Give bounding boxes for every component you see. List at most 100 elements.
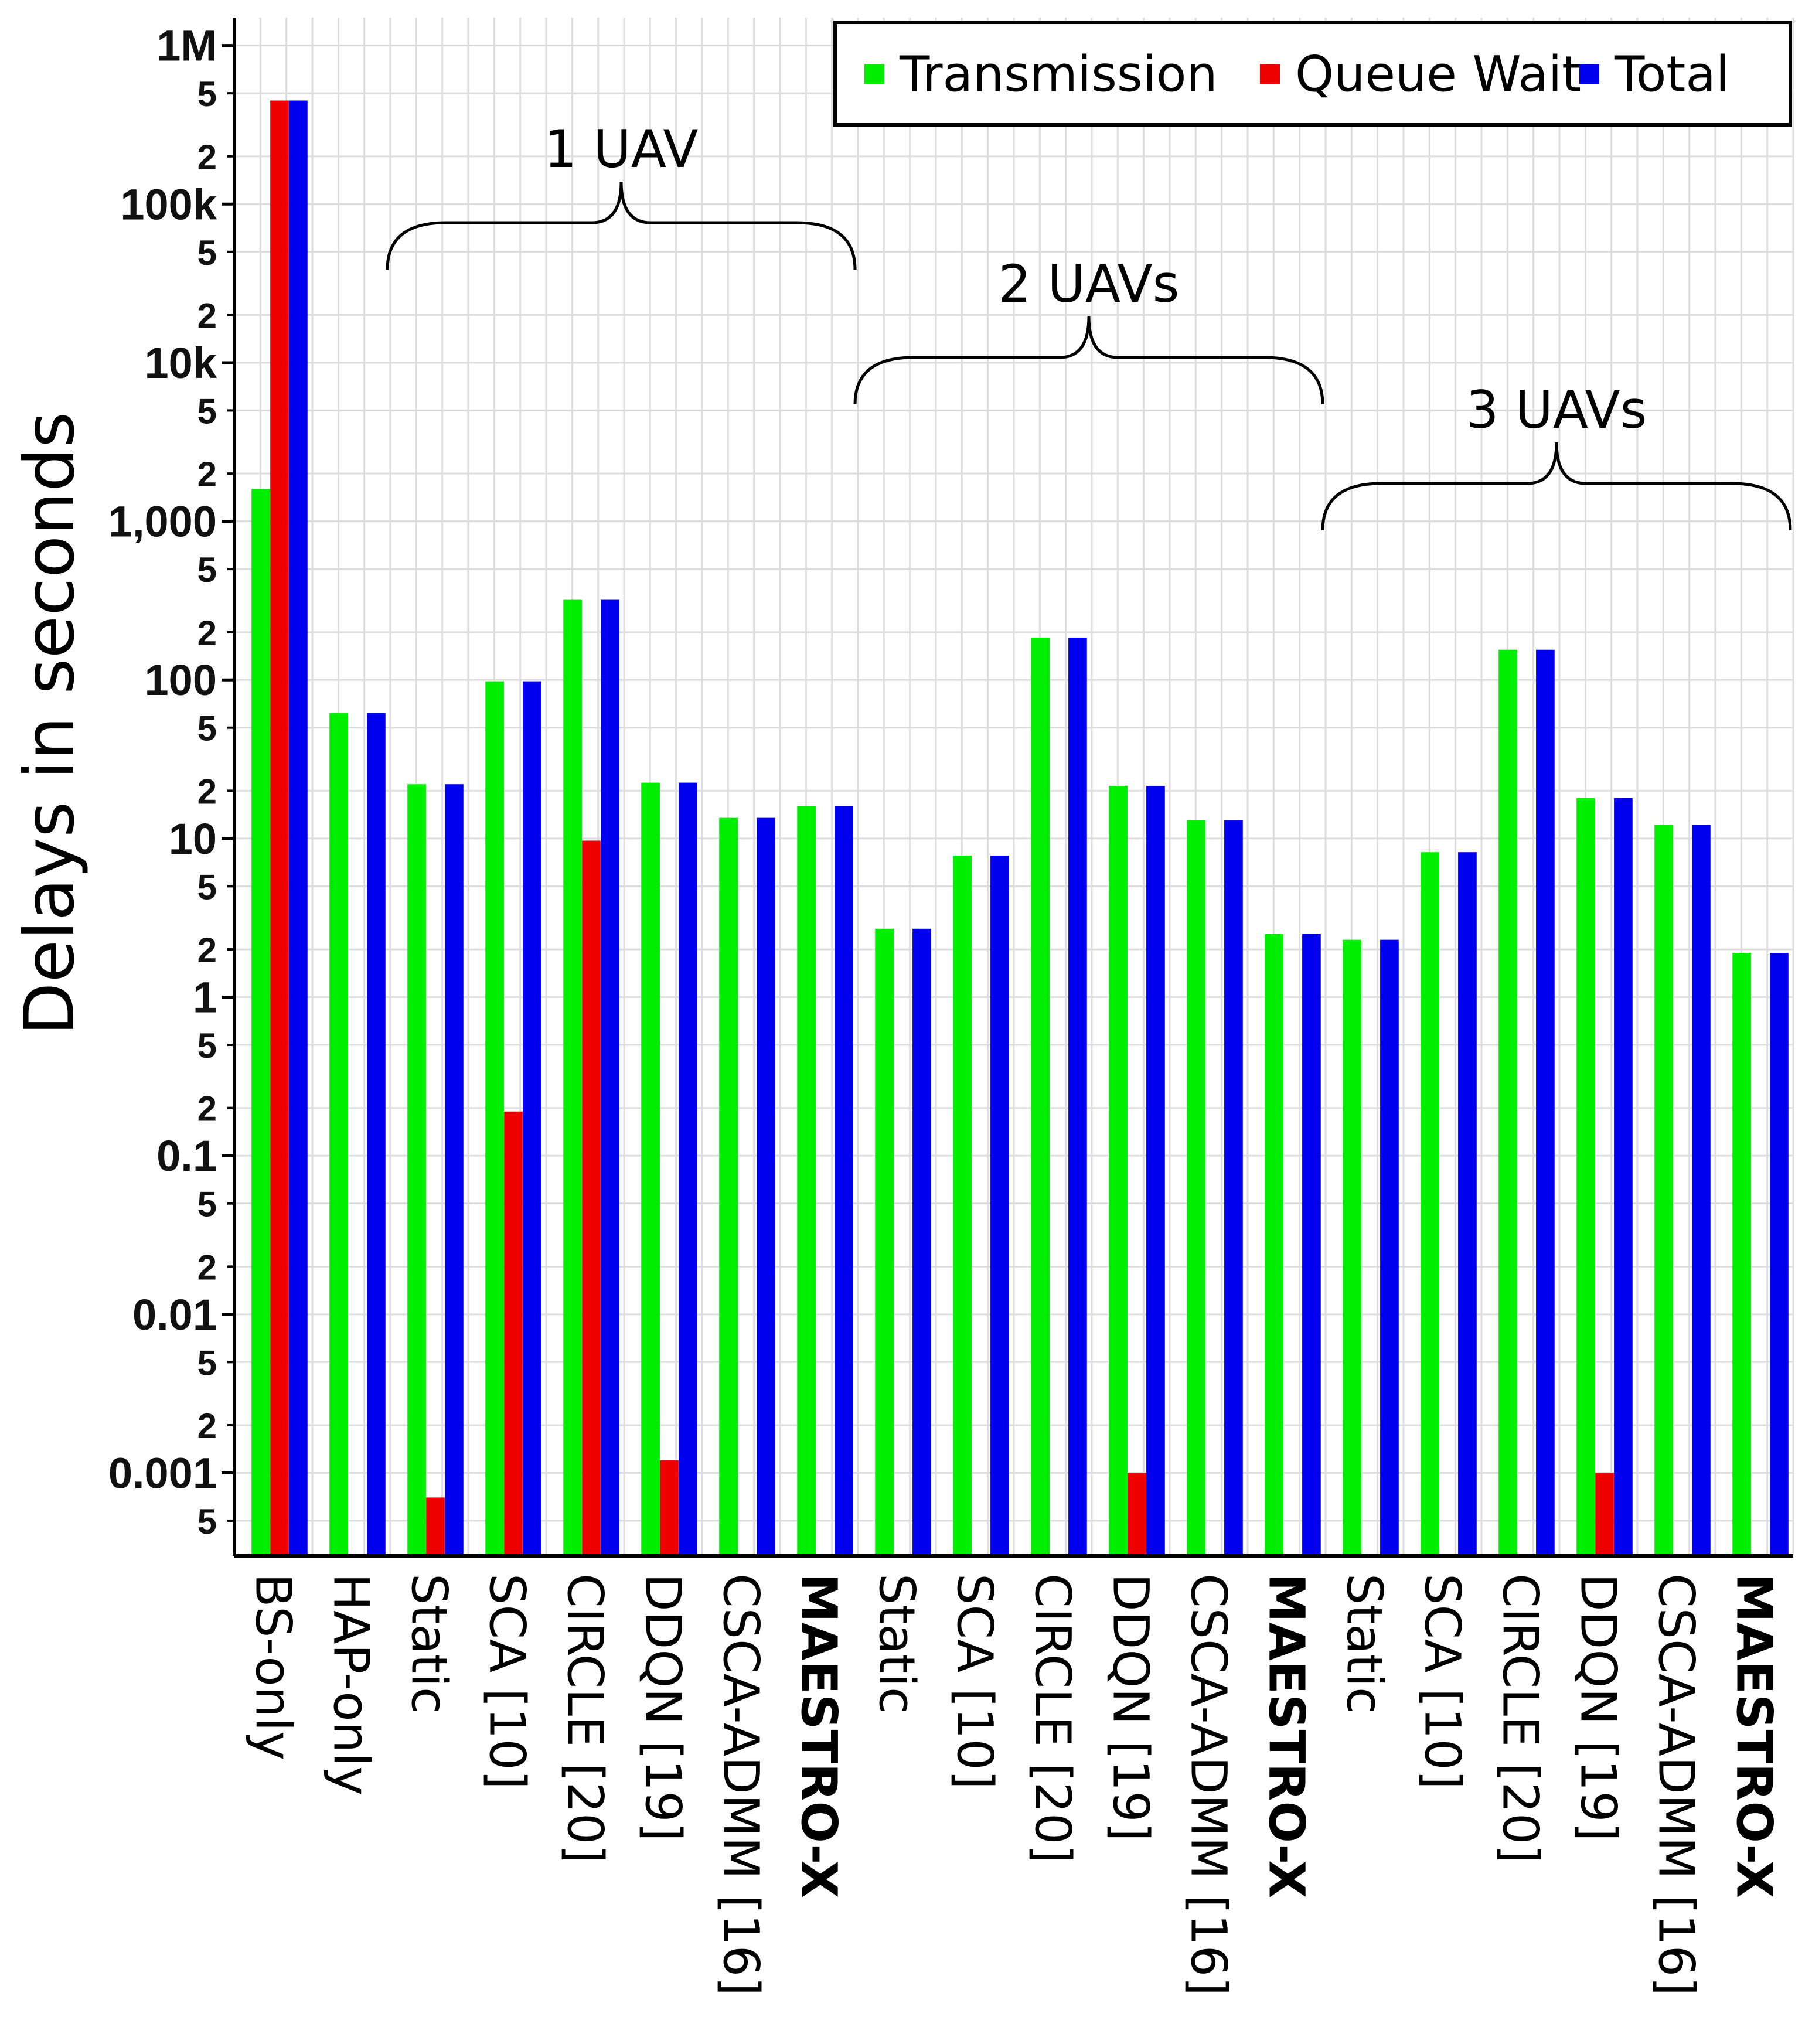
x-tick-label: CIRCLE [20] bbox=[557, 1573, 614, 1864]
y-minor-tick-label: 5 bbox=[197, 1026, 217, 1065]
x-tick-label: CIRCLE [20] bbox=[1024, 1573, 1082, 1864]
x-tick-label: Static bbox=[1336, 1573, 1394, 1714]
y-minor-tick-label: 2 bbox=[197, 1089, 217, 1129]
bar-total bbox=[601, 599, 619, 1556]
bar-total bbox=[1068, 637, 1087, 1556]
group-brace bbox=[853, 316, 1324, 405]
y-minor-tick-label: 5 bbox=[197, 550, 217, 590]
y-minor-tick-label: 2 bbox=[197, 296, 217, 335]
y-minor-tick-label: 5 bbox=[197, 233, 217, 272]
axes: 1M 100k 10k 1,000 100 10 1 0.1 0.01 0.001 5 2 5 2 5 2 5 2… bbox=[108, 18, 1793, 1996]
legend-label: Transmission bbox=[899, 46, 1218, 103]
bar-queue-wait bbox=[1128, 1473, 1146, 1556]
x-tick-label: MAESTRO-X bbox=[791, 1573, 848, 1898]
y-tick-label: 10k bbox=[145, 339, 217, 387]
bar-transmission bbox=[1421, 852, 1439, 1556]
bar-transmission bbox=[251, 489, 270, 1556]
y-minor-tick-label: 5 bbox=[197, 709, 217, 748]
x-tick-label: CSCA-ADMM [16] bbox=[1180, 1573, 1238, 1996]
group-label: 3 UAVs bbox=[1466, 380, 1647, 440]
bar-transmission bbox=[563, 599, 582, 1556]
y-tick-label: 100k bbox=[120, 180, 217, 229]
x-tick-label: BS-only bbox=[245, 1573, 302, 1760]
bar-total bbox=[1380, 939, 1399, 1556]
bar-transmission bbox=[1109, 785, 1128, 1556]
y-tick-label: 1M bbox=[156, 22, 217, 70]
y-minor-tick-label: 5 bbox=[197, 74, 217, 114]
legend: Transmission Queue Wait Total bbox=[833, 21, 1792, 127]
group-label: 1 UAV bbox=[544, 119, 698, 179]
y-tick-label: 100 bbox=[145, 656, 217, 704]
bar-total bbox=[367, 713, 386, 1556]
bar-total bbox=[1614, 798, 1633, 1556]
y-tick-label: 1 bbox=[193, 973, 217, 1022]
x-tick-label: SCA [10] bbox=[479, 1573, 536, 1790]
y-minor-tick-label: 2 bbox=[197, 931, 217, 970]
bar-transmission bbox=[953, 856, 972, 1556]
x-tick-label: SCA [10] bbox=[946, 1573, 1004, 1790]
y-minor-tick-label: 5 bbox=[197, 391, 217, 431]
x-tick-label: Static bbox=[401, 1573, 458, 1714]
bar-queue-wait bbox=[426, 1497, 445, 1556]
group-brace bbox=[386, 181, 857, 270]
bar-total bbox=[1692, 825, 1711, 1556]
bar-transmission bbox=[329, 713, 348, 1556]
bar-transmission bbox=[797, 806, 816, 1556]
y-minor-tick-label: 5 bbox=[197, 867, 217, 907]
y-minor-tick-label: 5 bbox=[197, 1185, 217, 1224]
legend-label: Queue Wait bbox=[1295, 46, 1581, 103]
bar-transmission bbox=[1498, 649, 1517, 1556]
y-minor-tick-label: 2 bbox=[197, 1406, 217, 1446]
y-tick-label: 0.01 bbox=[132, 1290, 217, 1339]
y-minor-tick-label: 2 bbox=[197, 1248, 217, 1287]
x-tick-label: DDQN [19] bbox=[1570, 1573, 1627, 1841]
bar-total bbox=[445, 784, 464, 1556]
bar-total bbox=[679, 782, 697, 1556]
legend-swatch bbox=[1579, 64, 1599, 84]
group-annotations: 1 UAV 2 UAVs 3 UAVs bbox=[386, 119, 1792, 531]
y-axis-label: Delays in seconds bbox=[9, 412, 90, 1036]
legend-box bbox=[833, 21, 1792, 127]
bar-total bbox=[1770, 953, 1789, 1556]
bar-total bbox=[1146, 785, 1165, 1556]
x-tick-label: SCA [10] bbox=[1414, 1573, 1472, 1790]
x-tick-label: HAP-only bbox=[323, 1573, 380, 1796]
group-label: 2 UAVs bbox=[999, 254, 1180, 314]
bar-queue-wait bbox=[1595, 1473, 1614, 1556]
bar-total bbox=[1224, 820, 1243, 1556]
bar-transmission bbox=[1654, 825, 1673, 1556]
x-tick-label: Static bbox=[868, 1573, 926, 1714]
x-tick-label: MAESTRO-X bbox=[1258, 1573, 1316, 1898]
legend-label: Total bbox=[1614, 46, 1729, 103]
y-tick-label: 0.1 bbox=[156, 1132, 217, 1180]
bar-transmission bbox=[875, 928, 894, 1556]
bar-total bbox=[990, 856, 1009, 1556]
bar-total bbox=[523, 681, 541, 1556]
bar-total bbox=[1302, 934, 1321, 1556]
bar-queue-wait bbox=[504, 1111, 523, 1556]
x-tick-label: CSCA-ADMM [16] bbox=[1648, 1573, 1705, 1996]
legend-swatch bbox=[1260, 64, 1280, 84]
x-tick-label: CSCA-ADMM [16] bbox=[713, 1573, 770, 1996]
bar-total bbox=[757, 817, 775, 1556]
bar-total bbox=[912, 928, 931, 1556]
y-tick-label: 10 bbox=[169, 815, 217, 863]
bar-transmission bbox=[641, 782, 660, 1556]
bar-transmission bbox=[719, 817, 738, 1556]
y-minor-tick-label: 2 bbox=[197, 772, 217, 811]
y-minor-tick-label: 2 bbox=[197, 455, 217, 494]
bar-transmission bbox=[485, 681, 504, 1556]
bar-total bbox=[1536, 649, 1555, 1556]
bar-transmission bbox=[1576, 798, 1595, 1556]
x-tick-label: CIRCLE [20] bbox=[1492, 1573, 1549, 1864]
bar-queue-wait bbox=[660, 1460, 679, 1556]
bar-total bbox=[835, 806, 853, 1556]
bar-queue-wait bbox=[582, 840, 601, 1556]
x-tick-label: DDQN [19] bbox=[635, 1573, 692, 1841]
bar-transmission bbox=[407, 784, 426, 1556]
bar-queue-wait bbox=[270, 100, 289, 1556]
bar-transmission bbox=[1343, 939, 1361, 1556]
y-tick-label: 0.001 bbox=[108, 1449, 217, 1497]
bars bbox=[251, 100, 1789, 1556]
